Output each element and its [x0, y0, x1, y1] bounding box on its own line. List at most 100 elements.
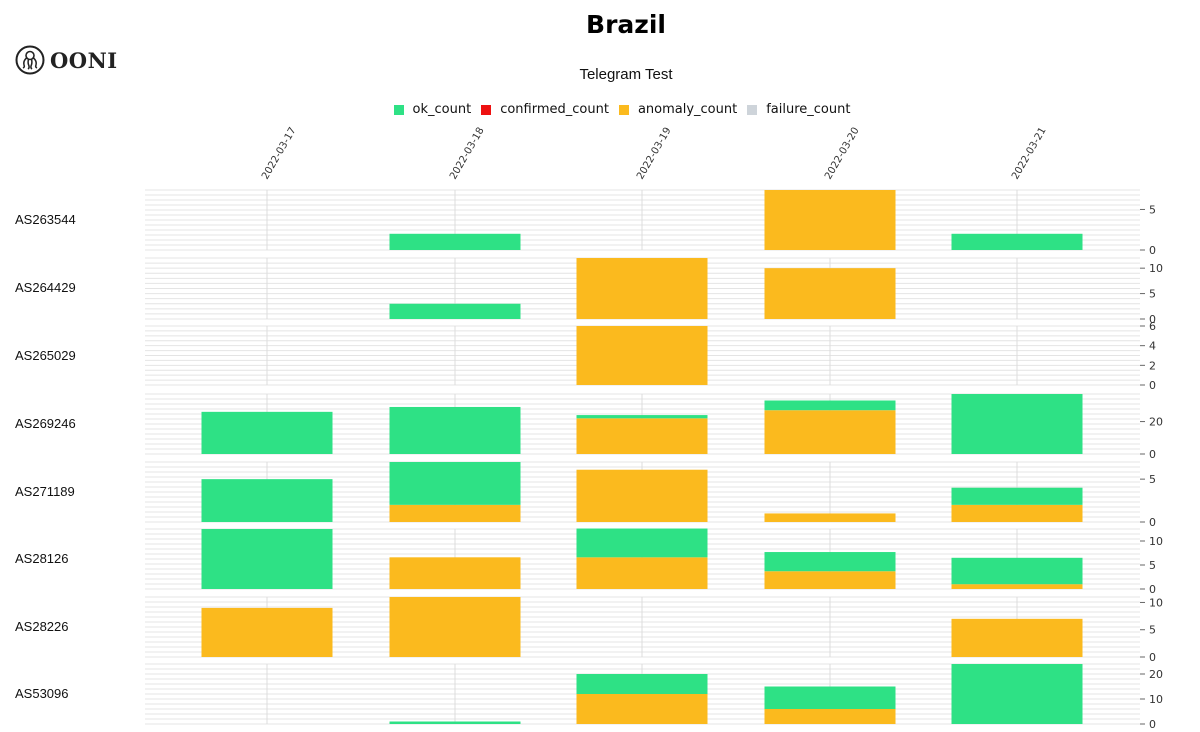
page-title: Brazil — [586, 10, 666, 39]
legend-item-failure[interactable]: failure_count — [747, 102, 850, 117]
bar-ok — [951, 487, 1083, 505]
legend-item-confirmed[interactable]: confirmed_count — [481, 102, 609, 117]
asn-label: AS28226 — [15, 619, 69, 634]
tick-label: 20 — [1149, 668, 1163, 681]
bar-anomaly — [764, 513, 896, 522]
legend-swatch-confirmed — [481, 104, 492, 115]
tick-label: 10 — [1149, 693, 1163, 706]
bar-anomaly — [951, 584, 1083, 589]
bar-ok — [951, 664, 1083, 724]
bar-anomaly — [576, 258, 708, 319]
tick-label: 0 — [1149, 651, 1156, 664]
ooni-octopus-icon — [15, 45, 45, 75]
tick-label: 6 — [1149, 320, 1156, 333]
tick-label: 2 — [1149, 359, 1156, 372]
tick-label: 0 — [1149, 718, 1156, 731]
bar-anomaly — [389, 557, 521, 589]
legend-label-anomaly: anomaly_count — [637, 102, 738, 117]
asn-row-as53096: AS53096 0 10 20 — [15, 663, 1163, 731]
bar-ok — [576, 674, 708, 694]
tick-label: 5 — [1149, 559, 1156, 572]
bar-anomaly — [951, 618, 1083, 657]
bar-ok — [951, 557, 1083, 585]
asn-label: AS263544 — [15, 212, 76, 227]
asn-row-as265029: AS265029 0 2 4 6 — [15, 320, 1156, 392]
bar-anomaly — [389, 504, 521, 522]
asn-label: AS53096 — [15, 686, 69, 701]
legend: ok_count confirmed_count anomaly_count f… — [0, 102, 1200, 117]
tick-label: 5 — [1149, 288, 1156, 301]
tick-label: 20 — [1149, 416, 1163, 429]
tick-label: 0 — [1149, 313, 1156, 326]
tick-label: 5 — [1149, 473, 1156, 486]
tick-label: 10 — [1149, 262, 1163, 275]
bar-anomaly — [576, 694, 708, 724]
tick-label: 0 — [1149, 379, 1156, 392]
date-label: 2022-03-19 — [635, 126, 674, 182]
tick-label: 0 — [1149, 244, 1156, 257]
date-label: 2022-03-20 — [823, 126, 862, 182]
bar-anomaly — [764, 268, 896, 319]
bar-ok — [576, 528, 708, 558]
asn-row-as28126: AS28126 0 5 10 — [15, 528, 1163, 596]
bar-ok — [951, 394, 1083, 454]
legend-swatch-anomaly — [618, 104, 629, 115]
tick-label: 5 — [1149, 203, 1156, 216]
tick-label: 4 — [1149, 340, 1156, 353]
bar-ok — [201, 479, 333, 522]
asn-row-as269246: AS269246 0 20 — [15, 393, 1163, 461]
asn-row-as263544: AS263544 0 5 — [15, 189, 1156, 257]
bar-anomaly — [764, 190, 896, 250]
legend-swatch-failure — [747, 104, 758, 115]
bar-anomaly — [576, 557, 708, 589]
bar-ok — [764, 686, 896, 709]
asn-label: AS269246 — [15, 416, 76, 431]
tick-label: 0 — [1149, 516, 1156, 529]
date-label: 2022-03-18 — [448, 126, 487, 182]
tick-label: 10 — [1149, 596, 1163, 609]
asn-label: AS271189 — [15, 484, 75, 499]
legend-swatch-ok — [393, 104, 404, 115]
bar-ok — [389, 462, 521, 505]
asn-label: AS28126 — [15, 551, 69, 566]
bar-anomaly — [764, 410, 896, 454]
asn-label: AS265029 — [15, 348, 76, 363]
bar-ok — [764, 552, 896, 572]
bar-anomaly — [951, 504, 1083, 522]
tick-label: 5 — [1149, 624, 1156, 637]
asn-row-as271189: AS271189 0 5 — [15, 461, 1156, 529]
legend-label-confirmed: confirmed_count — [500, 102, 609, 117]
bar-ok — [389, 303, 521, 319]
asn-row-as264429: AS264429 0 5 10 — [15, 257, 1163, 326]
tick-label: 0 — [1149, 583, 1156, 596]
bar-ok — [389, 721, 521, 724]
bar-anomaly — [764, 709, 896, 724]
bar-ok — [389, 406, 521, 454]
bar-anomaly — [576, 326, 708, 385]
bar-ok — [201, 411, 333, 454]
bar-ok — [389, 233, 521, 250]
bar-anomaly — [576, 469, 708, 522]
logo-text: OONI — [50, 47, 118, 73]
tick-label: 0 — [1149, 448, 1156, 461]
bar-anomaly — [576, 418, 708, 454]
bar-ok — [201, 529, 333, 589]
legend-item-ok[interactable]: ok_count — [393, 102, 472, 117]
asn-row-as28226: AS28226 0 5 10 — [15, 596, 1163, 664]
date-label: 2022-03-17 — [260, 126, 299, 182]
ooni-logo[interactable]: OONI — [15, 45, 118, 75]
tick-label: 10 — [1149, 535, 1163, 548]
bar-ok — [576, 415, 708, 419]
legend-label-ok: ok_count — [412, 102, 472, 117]
legend-label-failure: failure_count — [766, 102, 851, 117]
bar-ok — [764, 400, 896, 411]
bar-anomaly — [389, 597, 521, 657]
legend-item-anomaly[interactable]: anomaly_count — [618, 102, 738, 117]
asn-label: AS264429 — [15, 280, 76, 295]
bar-anomaly — [764, 571, 896, 589]
chart-subtitle: Telegram Test — [579, 66, 673, 83]
date-label: 2022-03-21 — [1010, 126, 1049, 182]
bar-anomaly — [201, 607, 333, 657]
bar-ok — [951, 233, 1083, 250]
